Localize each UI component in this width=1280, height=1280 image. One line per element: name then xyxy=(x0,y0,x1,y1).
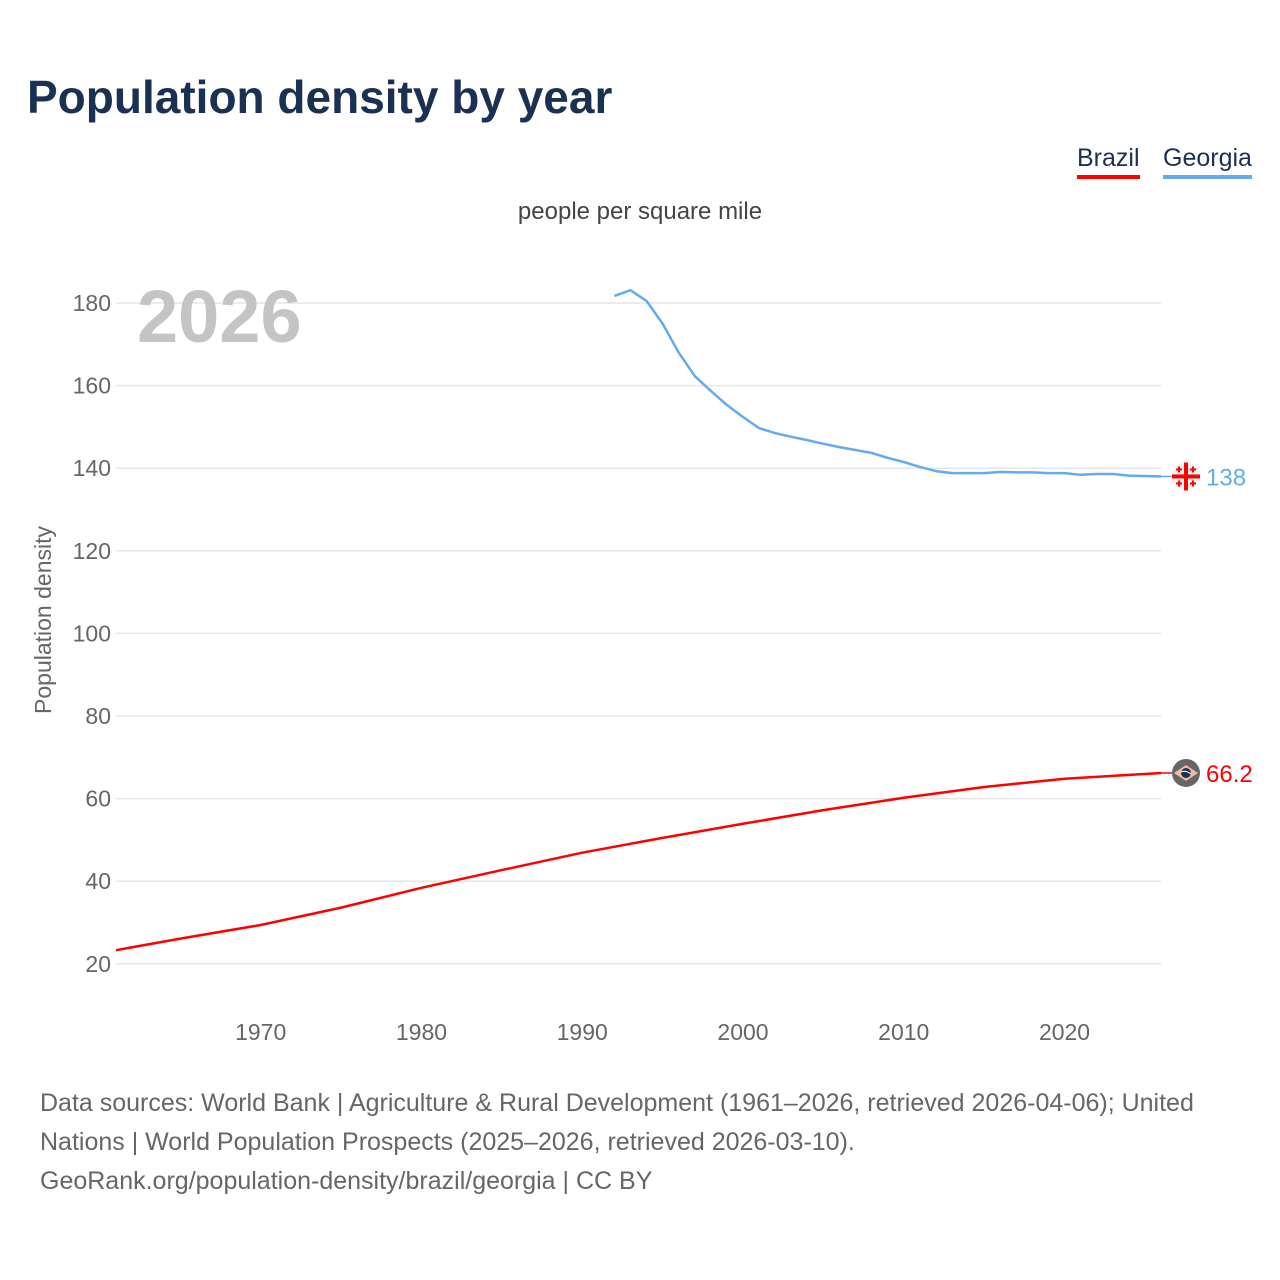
x-tick-label: 2010 xyxy=(878,1019,929,1045)
end-value-label-brazil: 66.2 xyxy=(1206,761,1253,788)
x-tick-label: 2000 xyxy=(717,1019,768,1045)
y-tick-label: 60 xyxy=(85,786,111,812)
legend-item-brazil[interactable]: Brazil xyxy=(1077,144,1140,179)
footer-line-sources: Data sources: World Bank | Agriculture &… xyxy=(40,1089,1194,1156)
year-watermark: 2026 xyxy=(137,275,302,358)
y-tick-label: 40 xyxy=(85,868,111,894)
y-tick-label: 120 xyxy=(73,538,111,564)
footer-sources: Data sources: World Bank | Agriculture &… xyxy=(40,1084,1250,1201)
x-tick-label: 1980 xyxy=(396,1019,447,1045)
y-tick-label: 160 xyxy=(73,373,111,399)
y-axis-label: Population density xyxy=(30,526,56,714)
series-line-brazil xyxy=(115,771,1162,952)
footer-line-credit: GeoRank.org/population-density/brazil/ge… xyxy=(40,1167,653,1195)
y-tick-label: 20 xyxy=(85,951,111,977)
y-tick-label: 80 xyxy=(85,703,111,729)
series-line-georgia xyxy=(613,288,1162,478)
x-tick-label: 2020 xyxy=(1039,1019,1090,1045)
x-tick-label: 1990 xyxy=(557,1019,608,1045)
x-tick-label: 1970 xyxy=(235,1019,286,1045)
chart-title: Population density by year xyxy=(27,71,613,123)
y-tick-label: 140 xyxy=(73,455,111,481)
georgia-flag-icon xyxy=(1172,462,1200,491)
end-value-label-georgia: 138 xyxy=(1206,464,1246,491)
y-tick-label: 180 xyxy=(73,290,111,316)
chart-subtitle: people per square mile xyxy=(517,198,763,225)
legend-item-georgia[interactable]: Georgia xyxy=(1163,144,1252,179)
brazil-flag-icon xyxy=(1172,758,1200,787)
y-tick-label: 100 xyxy=(73,620,111,646)
